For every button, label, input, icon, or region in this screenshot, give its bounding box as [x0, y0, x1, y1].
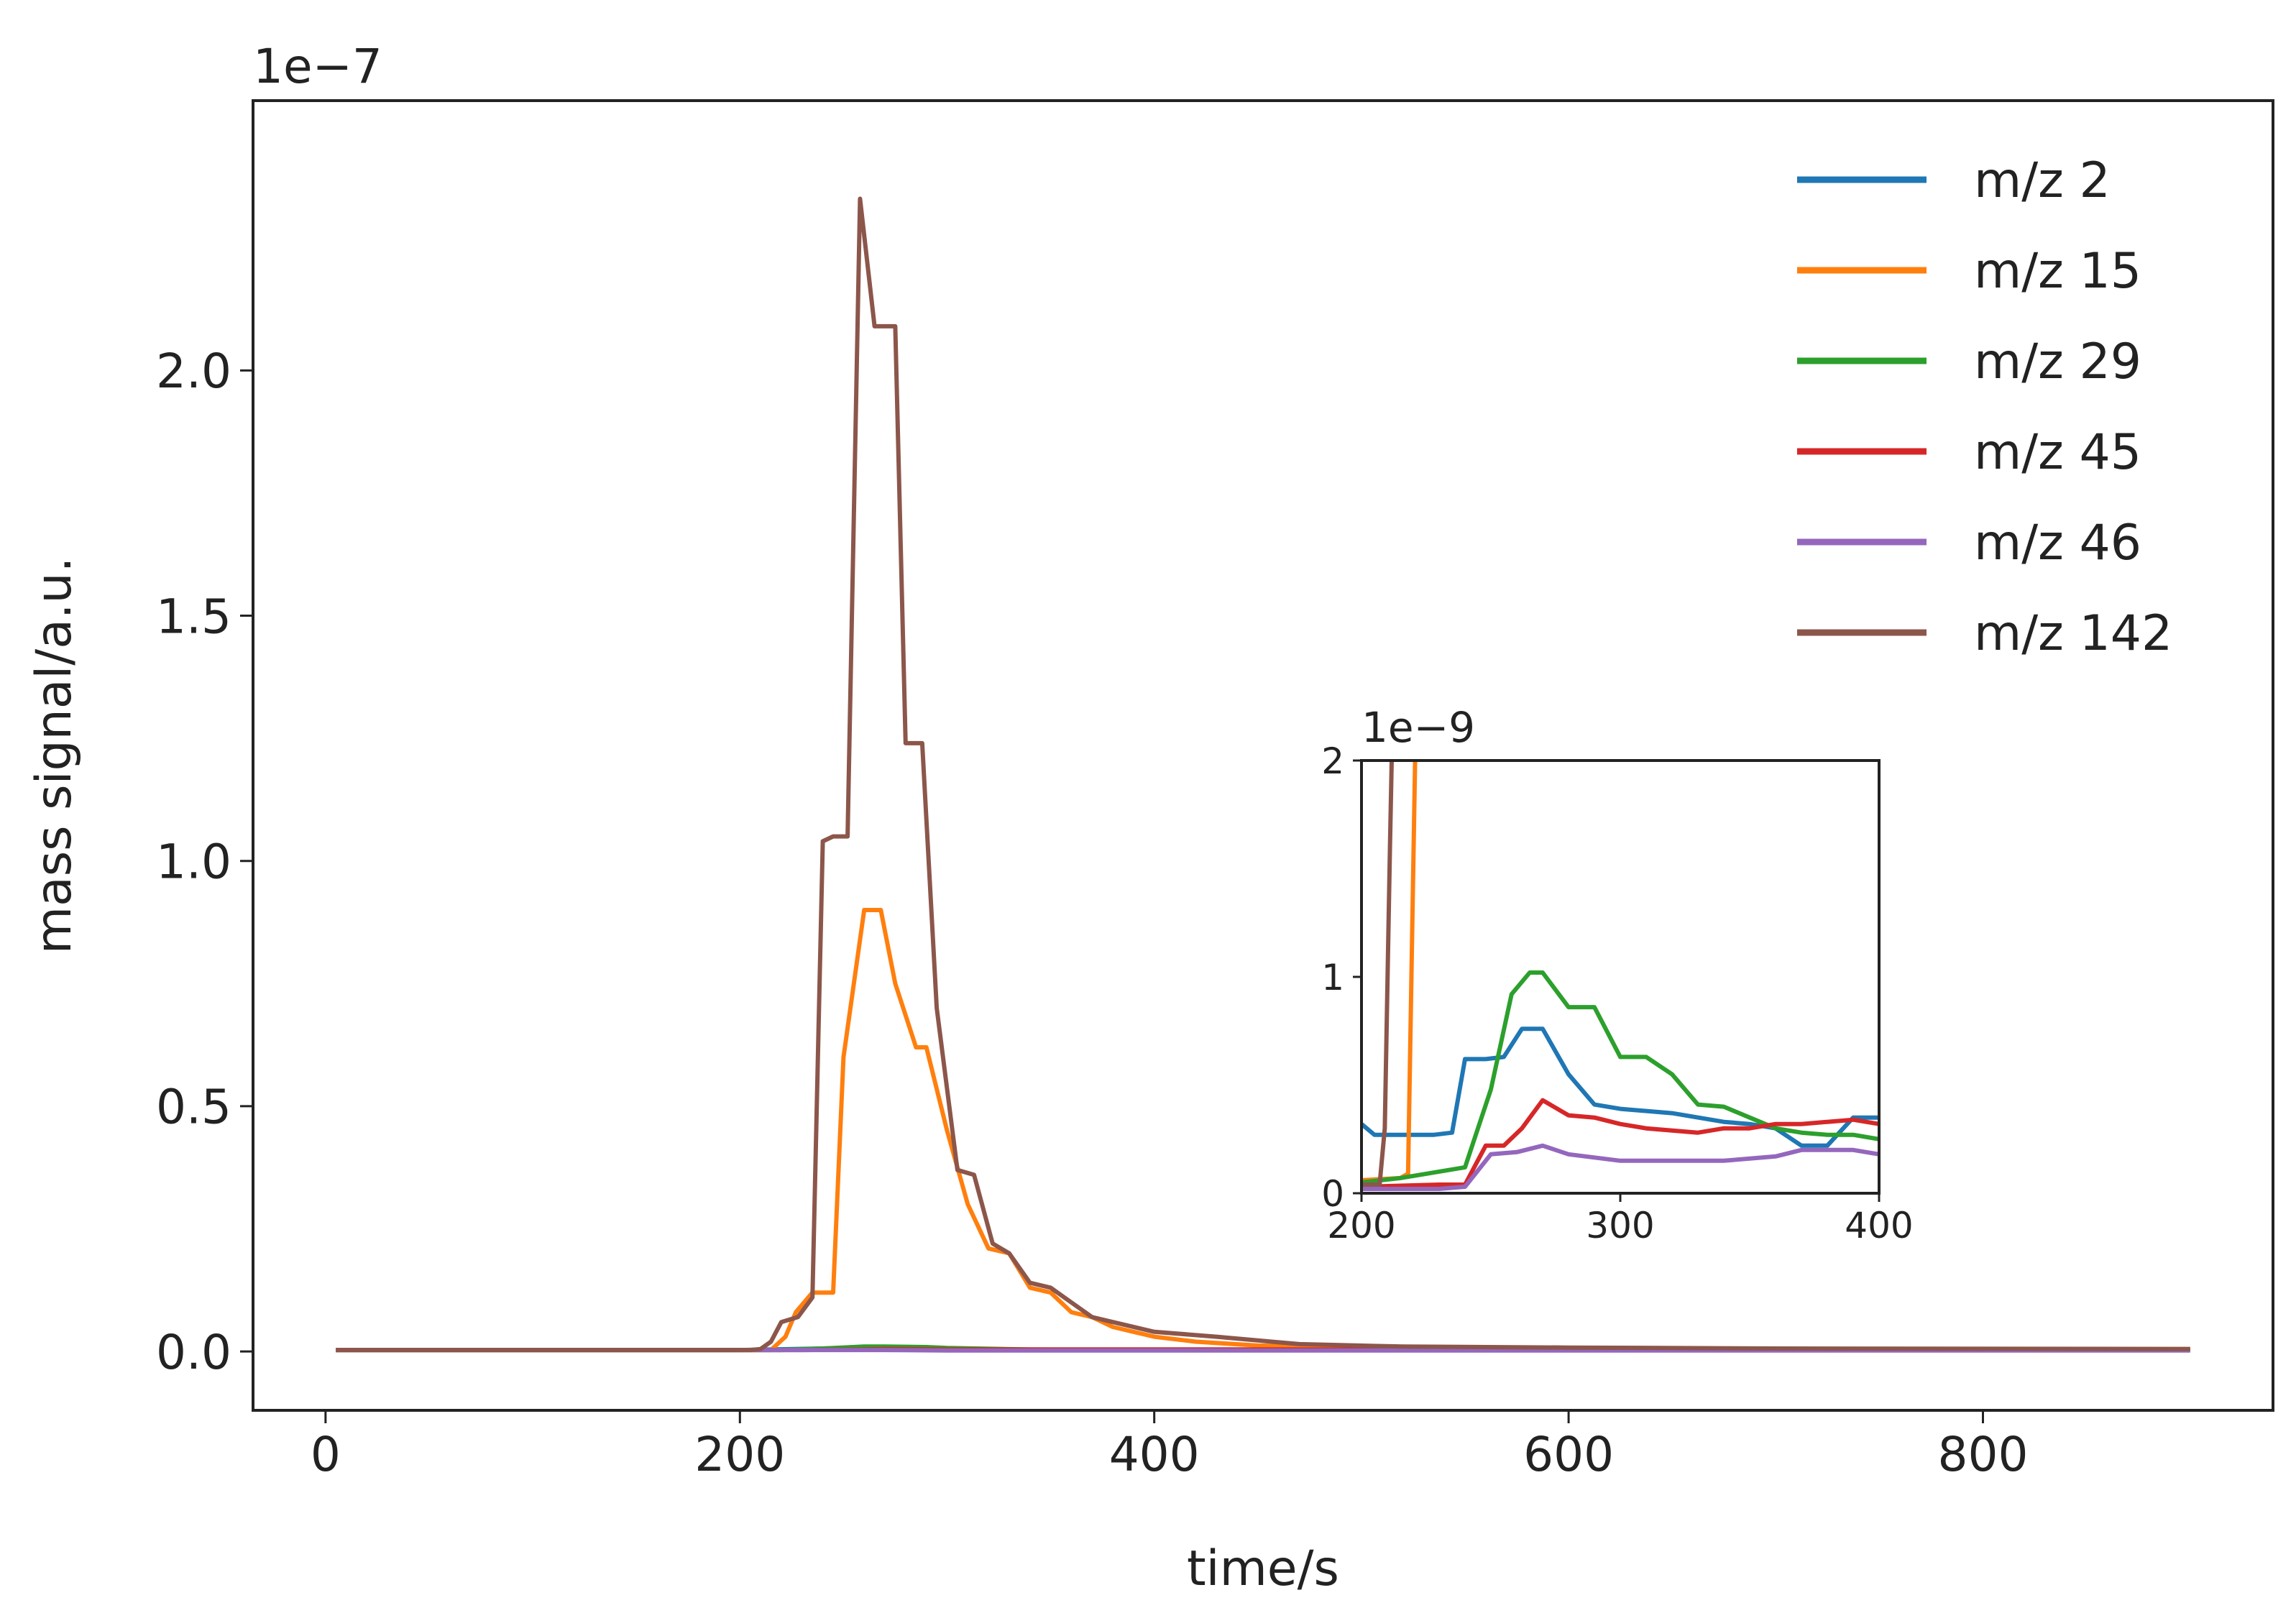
legend-label-m-z-15: m/z 15: [1974, 243, 2141, 300]
inset-y-tick-label: 0: [1321, 1173, 1344, 1215]
inset-series-line-m-z-29: [1361, 970, 1879, 1185]
legend: m/z 2 m/z 15 m/z 29 m/z 45 m/z 46 m/z 142: [1797, 152, 2172, 662]
main-x-tick-label: 800: [1938, 1427, 2029, 1482]
main-series-lines: [336, 196, 2190, 1353]
inset-x-tick-label: 400: [1845, 1205, 1913, 1246]
inset-series-line-m-z-46: [1361, 1143, 1879, 1191]
main-x-tick-label: 200: [694, 1427, 785, 1482]
main-x-tick-label: 400: [1109, 1427, 1200, 1482]
inset-y-tick-label: 2: [1321, 740, 1344, 782]
inset-plot: 200 300 400 0 1 2 1e−9: [1321, 703, 1914, 1246]
inset-series-line-m-z-45: [1361, 1098, 1879, 1189]
inset-x-tick-label: 300: [1586, 1205, 1654, 1246]
inset-x-tick-label: 200: [1327, 1205, 1395, 1246]
main-series-line-m-z-15: [336, 908, 2190, 1353]
inset-y-tick-label: 1: [1321, 957, 1344, 998]
legend-label-m-z-46: m/z 46: [1974, 515, 2141, 571]
legend-label-m-z-29: m/z 29: [1974, 334, 2141, 390]
inset-y-offset-label: 1e−9: [1361, 703, 1475, 752]
main-axes-frame: [252, 99, 2274, 1412]
main-x-tick-label: 600: [1523, 1427, 1614, 1482]
y-axis-label: mass signal/a.u.: [26, 557, 83, 954]
main-y-tick-label: 1.0: [156, 834, 231, 889]
legend-label-m-z-45: m/z 45: [1974, 424, 2141, 481]
main-y-tick-label: 0.0: [156, 1325, 231, 1380]
inset-series-lines: [1361, 761, 1879, 1191]
main-x-ticks: 0 200 400 600 800: [311, 1410, 2029, 1482]
inset-series-line-m-z-2: [1361, 1026, 1879, 1148]
legend-label-m-z-142: m/z 142: [1974, 605, 2172, 662]
main-y-tick-label: 2.0: [156, 344, 231, 399]
inset-y-ticks: 0 1 2: [1321, 740, 1361, 1215]
main-series-line-m-z-142: [336, 196, 2190, 1353]
main-y-ticks: 0.0 0.5 1.0 1.5 2.0: [156, 344, 253, 1380]
main-plot: 0 200 400 600 800 0.00.51.01.52.0 1e−7 time/…: [26, 39, 2274, 1597]
main-y-offset-label: 1e−7: [253, 39, 382, 94]
main-x-tick-label: 0: [311, 1427, 341, 1482]
inset-x-ticks: 200 300 400: [1327, 1193, 1914, 1246]
legend-label-m-z-2: m/z 2: [1974, 152, 2111, 209]
inset-background: [1361, 761, 1879, 1193]
main-y-tick-label: 1.5: [156, 589, 231, 644]
main-y-tick-label: 0.5: [156, 1080, 231, 1135]
x-axis-label: time/s: [1187, 1540, 1339, 1597]
inset-series-line-m-z-142: [1361, 761, 1395, 1187]
